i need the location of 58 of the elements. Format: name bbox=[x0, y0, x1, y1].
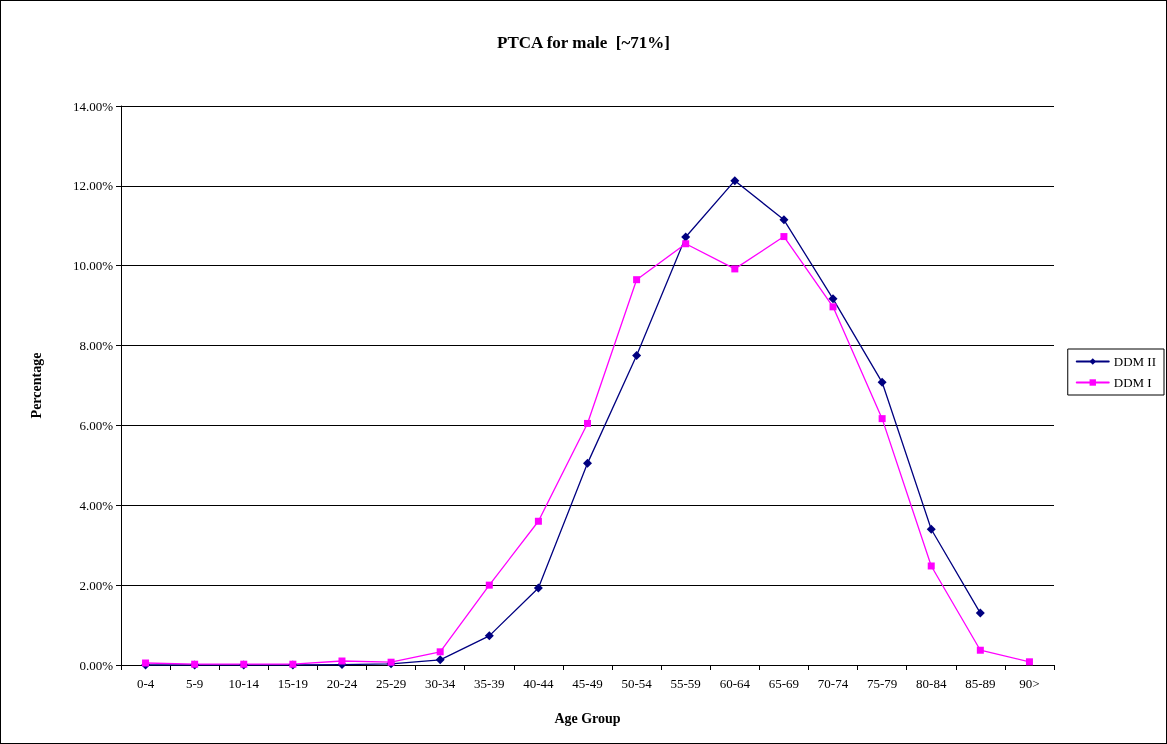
point bbox=[1025, 658, 1033, 666]
x-axis-title: Age Group bbox=[554, 710, 621, 726]
x-tick-label: 50-54 bbox=[621, 676, 653, 691]
point bbox=[877, 377, 887, 387]
point bbox=[731, 265, 739, 273]
chart-title: PTCA for male [~71%] bbox=[497, 33, 670, 52]
point bbox=[975, 608, 985, 618]
x-tick-label: 5-9 bbox=[185, 676, 204, 691]
x-tick-label: 55-59 bbox=[670, 676, 701, 691]
x-tick-label: 85-89 bbox=[965, 676, 996, 691]
point bbox=[828, 294, 838, 304]
point bbox=[682, 240, 690, 248]
point bbox=[878, 415, 886, 423]
y-axis-title: Percentage bbox=[28, 352, 44, 419]
x-tick-label: 10-14 bbox=[228, 676, 260, 691]
x-tick-label: 90> bbox=[1019, 676, 1040, 691]
legend-label: DDM II bbox=[1113, 354, 1157, 369]
x-tick-label: 15-19 bbox=[277, 676, 309, 691]
point bbox=[485, 581, 493, 589]
x-tick-label: 0-4 bbox=[136, 676, 155, 691]
point bbox=[338, 657, 346, 665]
point bbox=[583, 458, 592, 468]
point bbox=[534, 517, 542, 525]
y-tick-label: 4.00% bbox=[79, 497, 114, 513]
point bbox=[436, 648, 444, 656]
x-tick-label: 25-29 bbox=[375, 676, 407, 691]
y-tick-label: 12.00% bbox=[72, 178, 114, 194]
point bbox=[632, 351, 642, 361]
x-tick-label: 70-74 bbox=[817, 676, 849, 691]
y-tick-label: 10.00% bbox=[72, 258, 114, 274]
legend-label: DDM I bbox=[1113, 375, 1152, 390]
point bbox=[927, 562, 935, 570]
y-tick-label: 14.00% bbox=[72, 98, 114, 114]
x-tick-label: 30-34 bbox=[425, 676, 456, 691]
point bbox=[681, 232, 691, 242]
y-tick-label: 2.00% bbox=[79, 577, 114, 593]
x-tick-label: 45-49 bbox=[572, 676, 603, 691]
x-tick-label: 80-84 bbox=[916, 676, 947, 691]
x-tick-label: 40-44 bbox=[523, 676, 555, 691]
x-tick-label: 65-69 bbox=[768, 676, 800, 691]
y-tick-label: 6.00% bbox=[79, 417, 114, 433]
point bbox=[976, 646, 984, 654]
point bbox=[780, 233, 788, 241]
point bbox=[779, 215, 789, 225]
point bbox=[829, 303, 837, 311]
x-tick-label: 20-24 bbox=[326, 676, 358, 691]
x-tick-label: 60-64 bbox=[719, 676, 751, 691]
point bbox=[435, 655, 445, 665]
point bbox=[926, 524, 936, 534]
x-tick-label: 35-39 bbox=[474, 676, 505, 691]
point bbox=[633, 276, 641, 284]
point bbox=[484, 631, 494, 641]
point bbox=[533, 583, 543, 593]
y-tick-label: 8.00% bbox=[79, 338, 114, 354]
x-tick-label: 75-79 bbox=[866, 676, 898, 691]
y-tick-label: 0.00% bbox=[79, 657, 114, 673]
point bbox=[730, 176, 740, 186]
point bbox=[584, 419, 591, 427]
